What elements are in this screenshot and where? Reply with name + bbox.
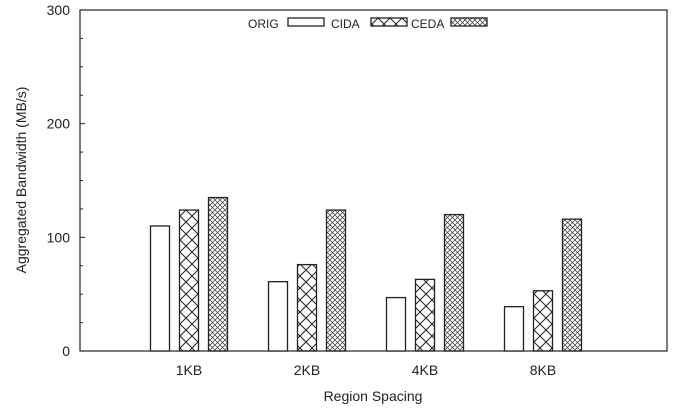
x-axis: 1KB 2KB 4KB 8KB	[176, 362, 556, 378]
legend-swatch-ceda	[450, 17, 488, 27]
bar-orig-8kb	[503, 306, 525, 352]
y-tick-label: 200	[47, 116, 71, 132]
y-tick-label: 100	[47, 229, 71, 245]
y-tick-label: 300	[47, 2, 71, 18]
bar-ceda-8kb	[561, 218, 583, 352]
y-axis: 0 100 200 300	[47, 2, 85, 359]
legend: ORIG CIDA CEDA	[248, 17, 488, 31]
bar-orig-1kb	[149, 225, 171, 352]
x-tick-label: 8KB	[530, 362, 556, 378]
x-tick-label: 1KB	[176, 362, 202, 378]
bars	[149, 196, 583, 352]
x-tick-label: 2KB	[294, 362, 320, 378]
bar-ceda-2kb	[325, 209, 347, 352]
bar-cida-1kb	[178, 209, 200, 352]
bar-ceda-4kb	[443, 213, 465, 352]
legend-label-cida: CIDA	[331, 17, 360, 31]
legend-swatch-orig	[287, 17, 325, 27]
x-tick-label: 4KB	[412, 362, 438, 378]
x-axis-label: Region Spacing	[324, 388, 423, 404]
y-axis-label: Aggregated Bandwidth (MB/s)	[13, 87, 29, 274]
bar-cida-2kb	[296, 263, 318, 352]
bar-cida-4kb	[414, 278, 436, 352]
legend-label-ceda: CEDA	[411, 17, 444, 31]
legend-swatch-cida	[370, 17, 408, 27]
legend-label-orig: ORIG	[248, 17, 279, 31]
y-tick-label: 0	[62, 343, 70, 359]
bar-orig-4kb	[385, 296, 407, 352]
bar-ceda-1kb	[207, 196, 229, 352]
bar-orig-2kb	[267, 281, 289, 352]
bar-cida-8kb	[532, 290, 554, 352]
